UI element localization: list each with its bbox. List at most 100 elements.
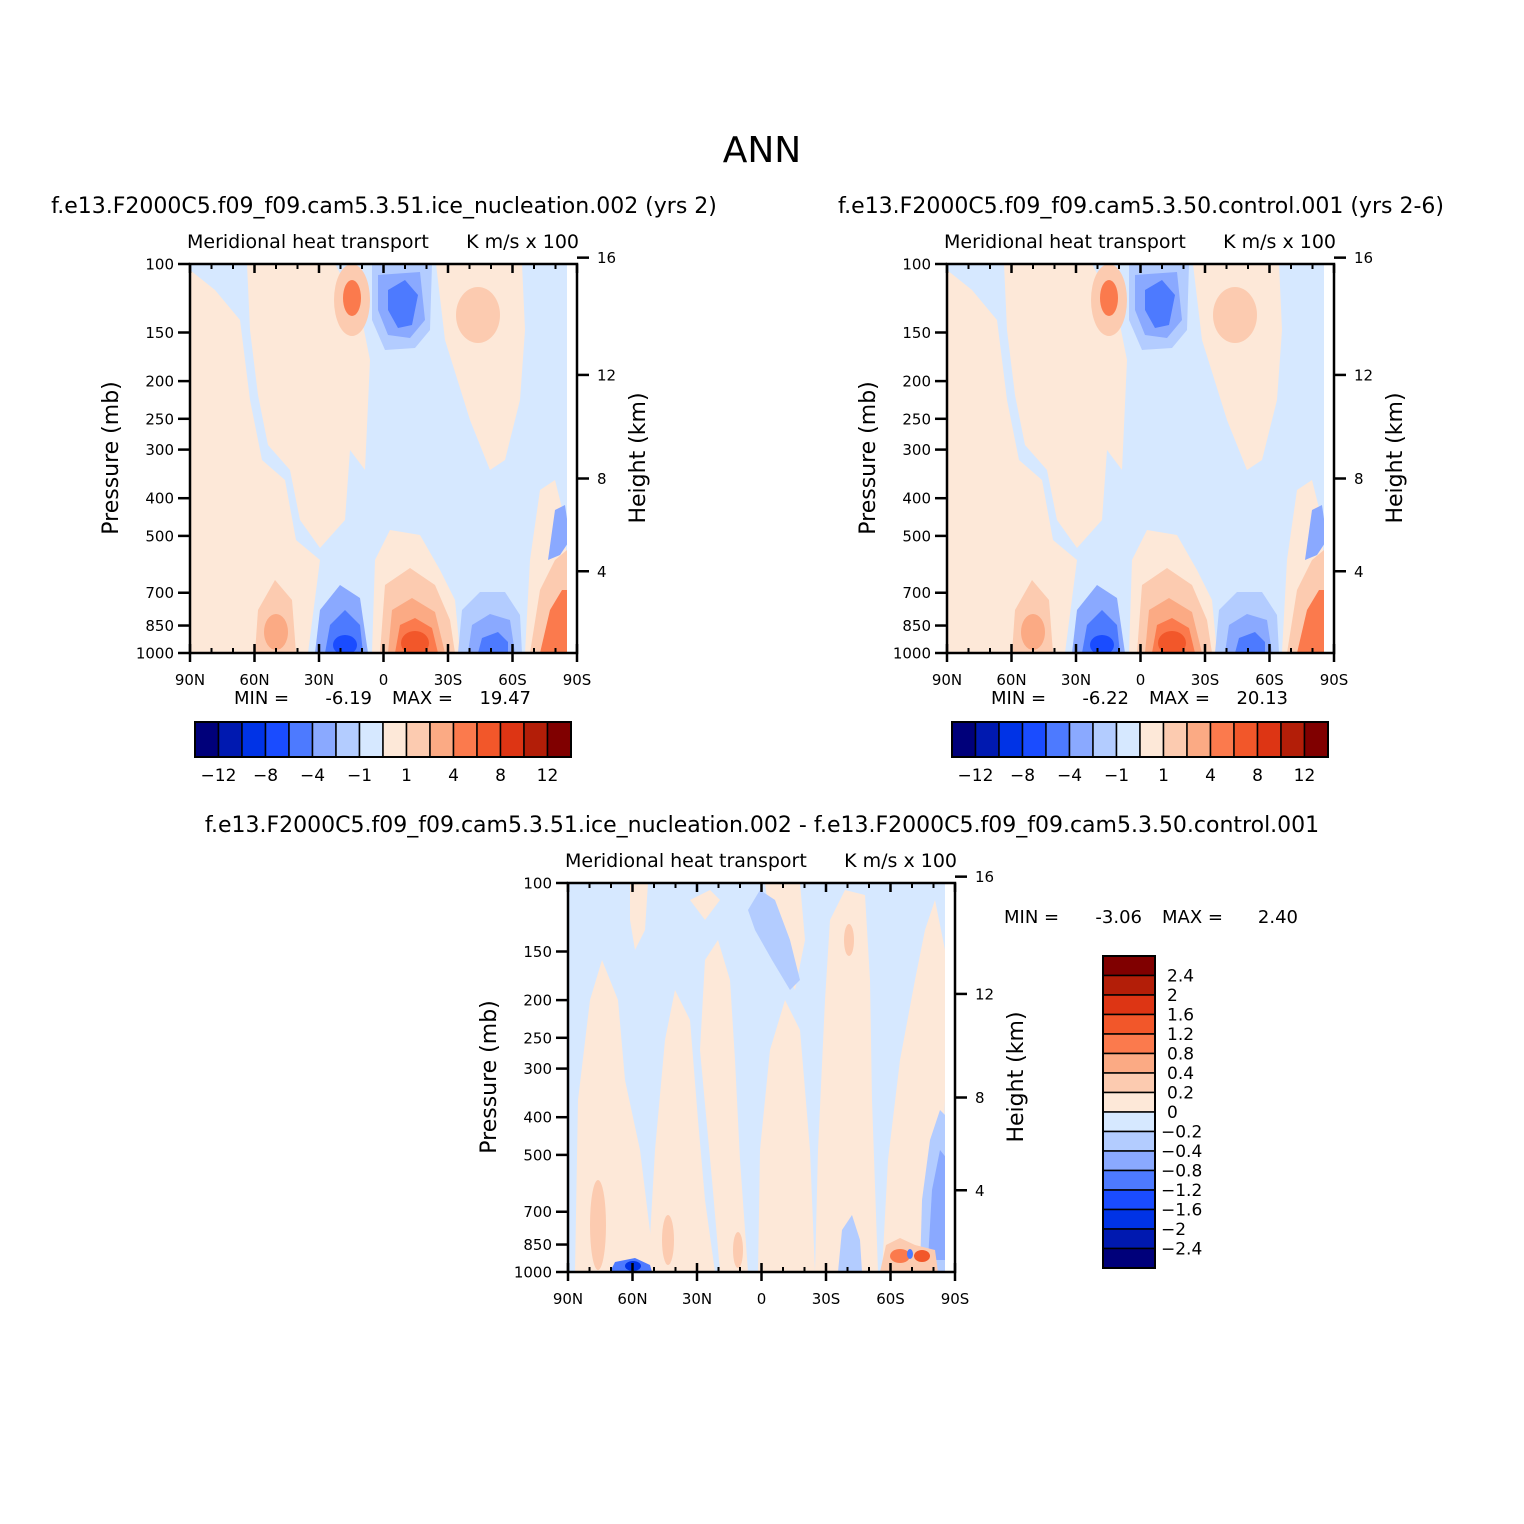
y-tick-label: 100 — [523, 875, 552, 893]
y-tick-label: 150 — [523, 943, 552, 961]
colorbar-box — [1092, 721, 1118, 758]
y-tick-label: 1000 — [136, 645, 174, 663]
colorbar-label: 12 — [537, 766, 559, 786]
colorbar-box — [1280, 721, 1306, 758]
y-right-tick-label: 8 — [975, 1089, 985, 1107]
colorbar-box — [974, 721, 1000, 758]
field-contour — [548, 505, 570, 560]
colorbar-box — [476, 721, 502, 758]
panel-3-x-axis: 90N 60N 30N 0 30S 60S 90S — [553, 883, 969, 1308]
panel-3-min-value: -3.06 — [1095, 907, 1142, 928]
field-contour — [456, 287, 500, 343]
colorbar-box — [1102, 1169, 1156, 1191]
colorbar-label: −8 — [253, 766, 278, 786]
colorbar-label: 0.8 — [1167, 1045, 1194, 1065]
y-tick-label: 100 — [145, 256, 174, 274]
x-tick-label: 0 — [379, 671, 389, 689]
colorbar-box — [1139, 721, 1165, 758]
colorbar-label: 8 — [1252, 766, 1263, 786]
colorbar-box — [1021, 721, 1047, 758]
field-contour — [1213, 287, 1257, 343]
y-tick-label: 200 — [523, 992, 552, 1010]
colorbar-box — [523, 721, 549, 758]
colorbar-box — [1102, 994, 1156, 1016]
colorbar-label: −1 — [347, 766, 372, 786]
y-tick-label: 150 — [902, 324, 931, 342]
colorbar-box — [405, 721, 431, 758]
x-tick-label: 60N — [617, 1290, 647, 1308]
field-contour — [630, 883, 648, 950]
panel-1-min-value: -6.19 — [325, 688, 372, 709]
panel-3-ylabel-right: Height (km) — [1004, 1011, 1029, 1142]
field-contour — [1021, 614, 1045, 650]
colorbar-box — [1233, 721, 1259, 758]
colorbar-box — [1102, 1013, 1156, 1035]
colorbar-label: 0.4 — [1167, 1064, 1194, 1084]
field-contour — [733, 1232, 743, 1268]
panel-1-x-axis: 90N 60N 30N 0 30S 60S 90S — [175, 264, 591, 689]
colorbar-label: −2.4 — [1161, 1240, 1202, 1260]
colorbar-label: −12 — [201, 766, 237, 786]
x-tick-label: 30S — [1191, 671, 1220, 689]
x-tick-label: 60S — [876, 1290, 905, 1308]
panel-2: f.e13.F2000C5.f09_f09.cam5.3.50.control.… — [838, 194, 1444, 786]
panel-1-ylabel: Pressure (mb) — [99, 381, 124, 535]
panel-3-ylabel: Pressure (mb) — [477, 1000, 502, 1154]
field-contour — [540, 590, 567, 653]
panel-3-stats: MIN = -3.06 MAX = 2.40 — [1004, 907, 1298, 928]
panel-1-colorbar: −12 −8 −4 −1 1 4 8 12 — [194, 721, 572, 786]
colorbar-box — [1162, 721, 1188, 758]
field-contour — [690, 890, 720, 920]
x-tick-label: 30S — [812, 1290, 841, 1308]
x-tick-label: 30N — [1061, 671, 1091, 689]
y-tick-label: 400 — [523, 1109, 552, 1127]
y-tick-label: 250 — [145, 410, 174, 428]
colorbar-label: 8 — [495, 766, 506, 786]
colorbar-box — [1186, 721, 1212, 758]
field-contour — [700, 940, 748, 1272]
panel-2-ylabel: Pressure (mb) — [856, 381, 881, 535]
colorbar-box — [546, 721, 572, 758]
field-contour — [914, 1250, 930, 1262]
panel-1-min-label: MIN = — [234, 688, 289, 709]
y-right-tick-label: 16 — [597, 249, 616, 267]
panel-3-subtitle-left: Meridional heat transport — [565, 850, 807, 872]
field-contour — [478, 632, 508, 653]
colorbar-label: −0.2 — [1161, 1123, 1202, 1143]
y-tick-label: 400 — [902, 490, 931, 508]
field-missing — [945, 883, 955, 1272]
x-tick-label: 90S — [941, 1290, 970, 1308]
colorbar-box — [1102, 955, 1156, 977]
field-contour — [343, 280, 361, 316]
panel-2-x-axis: 90N 60N 30N 0 30S 60S 90S — [932, 264, 1348, 689]
field-contour — [1090, 635, 1114, 653]
colorbar-box — [1115, 721, 1141, 758]
y-tick-label: 300 — [902, 441, 931, 459]
panel-1-max-label: MAX = — [392, 688, 453, 709]
x-tick-label: 60S — [498, 671, 527, 689]
field-contour — [1305, 505, 1327, 560]
colorbar-label: 1.6 — [1167, 1006, 1194, 1026]
field-contour — [907, 1249, 913, 1259]
y-tick-label: 500 — [145, 527, 174, 545]
x-tick-label: 60N — [996, 671, 1026, 689]
y-tick-label: 300 — [145, 441, 174, 459]
colorbar-label: −0.8 — [1161, 1162, 1202, 1182]
panel-2-y-axis: 100 150 200 250 300 400 500 700 850 1000 16 12 8 4 — [893, 249, 1373, 662]
y-right-tick-label: 8 — [597, 470, 607, 488]
y-tick-label: 850 — [145, 617, 174, 635]
colorbar-label: −8 — [1010, 766, 1035, 786]
colorbar-box — [1102, 1111, 1156, 1133]
field-contour — [838, 1215, 862, 1272]
y-tick-label: 850 — [523, 1236, 552, 1254]
field-contour — [890, 1249, 910, 1263]
colorbar-box — [998, 721, 1024, 758]
y-right-tick-label: 4 — [597, 563, 607, 581]
y-tick-label: 500 — [523, 1146, 552, 1164]
field-contour — [947, 270, 1077, 653]
panel-2-colorbar: −12 −8 −4 −1 1 4 8 12 — [951, 721, 1329, 786]
panel-2-field — [947, 264, 1334, 653]
colorbar-box — [1102, 1033, 1156, 1055]
colorbar-box — [1068, 721, 1094, 758]
x-tick-label: 90S — [563, 671, 592, 689]
